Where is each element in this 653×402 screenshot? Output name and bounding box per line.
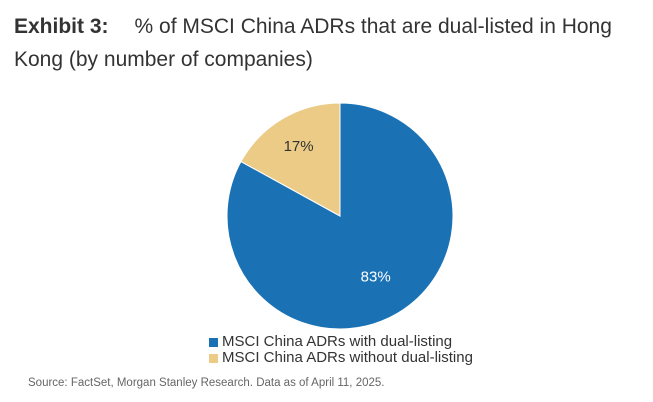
exhibit-label: Exhibit 3: [14, 15, 109, 38]
pie-slice-without-dual-listing [240, 102, 341, 217]
pie-label-with-dual-listing: 83% [361, 268, 391, 285]
legend-label-with-dual-listing: MSCI China ADRs with dual-listing [222, 333, 453, 350]
legend-item-with-dual-listing: MSCI China ADRs with dual-listing [209, 334, 473, 350]
pie-labels: 83% 17% [284, 138, 391, 285]
pie-label-without-dual-listing: 17% [284, 138, 314, 155]
legend-item-without-dual-listing: MSCI China ADRs without dual-listing [209, 350, 473, 366]
legend-label-without-dual-listing: MSCI China ADRs without dual-listing [222, 349, 473, 366]
chart-title: Exhibit 3:% of MSCI China ADRs that are … [14, 10, 644, 76]
legend-swatch-with-dual-listing [209, 337, 218, 347]
source-note: Source: FactSet, Morgan Stanley Research… [28, 377, 385, 389]
exhibit-title: % of MSCI China ADRs that are dual-liste… [14, 15, 612, 71]
pie-slices [226, 102, 454, 330]
chart-legend: MSCI China ADRs with dual-listing MSCI C… [209, 334, 473, 366]
legend-swatch-without-dual-listing [209, 353, 218, 363]
pie-chart: 83% 17% [226, 102, 454, 330]
